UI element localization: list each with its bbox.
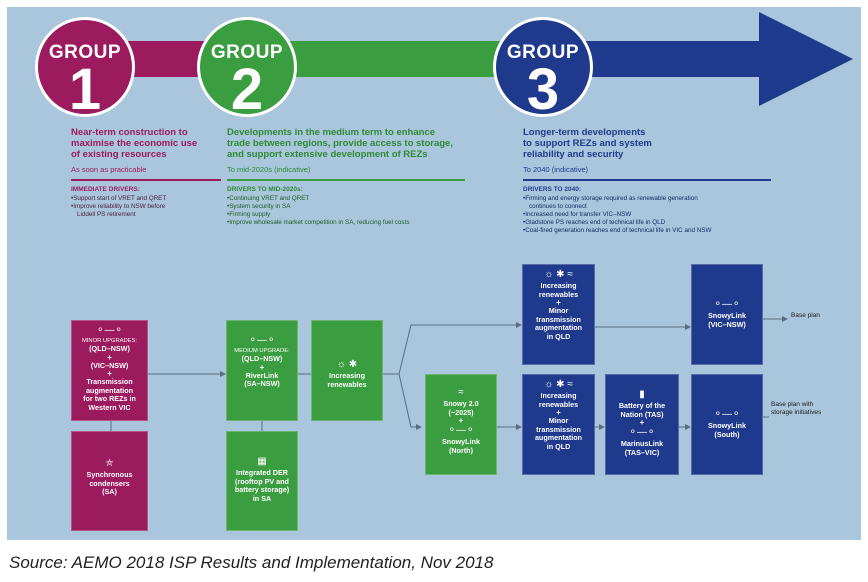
box-minor-upgrades: ⚬—⚬ MINOR UPGRADES: (QLD–NSW) + (VIC–NSW… [71,320,148,421]
arrow-head-group3 [567,12,853,106]
group3-label: GROUP [506,42,580,63]
outcome-base-plan-storage: Base plan with storage initiatives [771,401,822,416]
wind-icon: ✱ [348,359,358,370]
source-caption: Source: AEMO 2018 ISP Results and Implem… [9,553,494,572]
solar-icon: ☼ [544,269,554,280]
solar-icon: ☼ [544,379,554,390]
group3-drivers: Firming and energy storage required as r… [523,195,711,235]
shield-icon: ⛤ [105,458,114,469]
group1-drivers: Support start of VRET and QRET Improve r… [71,195,166,219]
link-icon: ⚬—⚬ [248,335,276,346]
group3-heading: Longer-term developments to support REZs… [523,127,652,160]
group1-circle: GROUP 1 [35,17,135,122]
link-icon: ⚬—⚬ [96,325,123,336]
group2-label: GROUP [210,42,284,63]
group1-label: GROUP [48,42,122,63]
box-battery-of-the-nation: ▮ Battery of the Nation (TAS) + ⚬—⚬ Mari… [605,374,679,475]
box-increasing-renewables-g2: ☼ ✱ Increasing renewables [311,320,383,421]
box-snowylink-vic-nsw: ⚬—⚬ SnowyLink (VIC–NSW) [691,264,763,365]
group3-drivers-title: DRIVERS TO 2040: [523,186,582,193]
wind-icon: ✱ [556,269,565,280]
group3-rule [523,179,771,181]
hydro-icon: ≈ [567,269,573,280]
link-icon: ⚬—⚬ [447,425,475,436]
box-medium-upgrade: ⚬—⚬ MEDIUM UPGRADE: (QLD–NSW) + RiverLin… [226,320,298,421]
box-snowylink-south: ⚬—⚬ SnowyLink (South) [691,374,763,475]
link-icon: ⚬—⚬ [713,409,741,420]
hydro-icon: ≈ [458,387,464,398]
outcome-base-plan: Base plan [791,312,820,319]
group1-timing: As soon as practicable [71,165,147,174]
group1-drivers-title: IMMEDIATE DRIVERS: [71,186,140,193]
group3-timing: To 2040 (indicative) [523,165,589,174]
box-integrated-der: ▦ Integrated DER (rooftop PV and battery… [226,431,298,531]
der-icon: ▦ [257,456,267,467]
box-synchronous-condensers: ⛤ Synchronous condensers (SA) [71,431,148,531]
group2-circle: GROUP 2 [197,17,297,122]
group2-rule [227,179,465,181]
box-renewables-minor-transmission-mid: ☼ ✱ ≈ Increasing renewables + Minor tran… [522,374,595,475]
group1-heading: Near-term construction to maximise the e… [71,127,198,160]
group2-number: 2 [230,57,264,122]
link-icon: ⚬—⚬ [628,427,656,438]
wind-icon: ✱ [556,379,565,390]
group1-number: 1 [68,57,102,122]
arrow-band-group2 [287,41,507,77]
connector-renew-top [383,322,522,375]
box-snowy-2: ≈ Snowy 2.0 (~2025) + ⚬—⚬ SnowyLink (Nor… [425,374,497,475]
box-renewables-minor-transmission-top: ☼ ✱ ≈ Increasing renewables + Minor tran… [522,264,595,365]
hydro-icon: ≈ [567,379,573,390]
group3-circle: GROUP 3 [493,17,593,122]
connector-renew-snowy [398,373,422,430]
group2-drivers-title: DRIVERS TO MID-2020s: [227,186,303,193]
flow-connectors [110,316,788,431]
group3-number: 3 [526,57,560,122]
diagram-panel: GROUP 1 GROUP 2 GROUP 3 Near-term constr… [7,7,861,540]
group2-timing: To mid-2020s (indicative) [227,165,311,174]
group1-rule [71,179,221,181]
battery-icon: ▮ [639,389,645,400]
solar-icon: ☼ [336,359,346,370]
link-icon: ⚬—⚬ [713,299,741,310]
group2-drivers: Continuing VRET and QRET System security… [227,195,409,227]
group2-heading: Developments in the medium term to enhan… [227,127,453,160]
